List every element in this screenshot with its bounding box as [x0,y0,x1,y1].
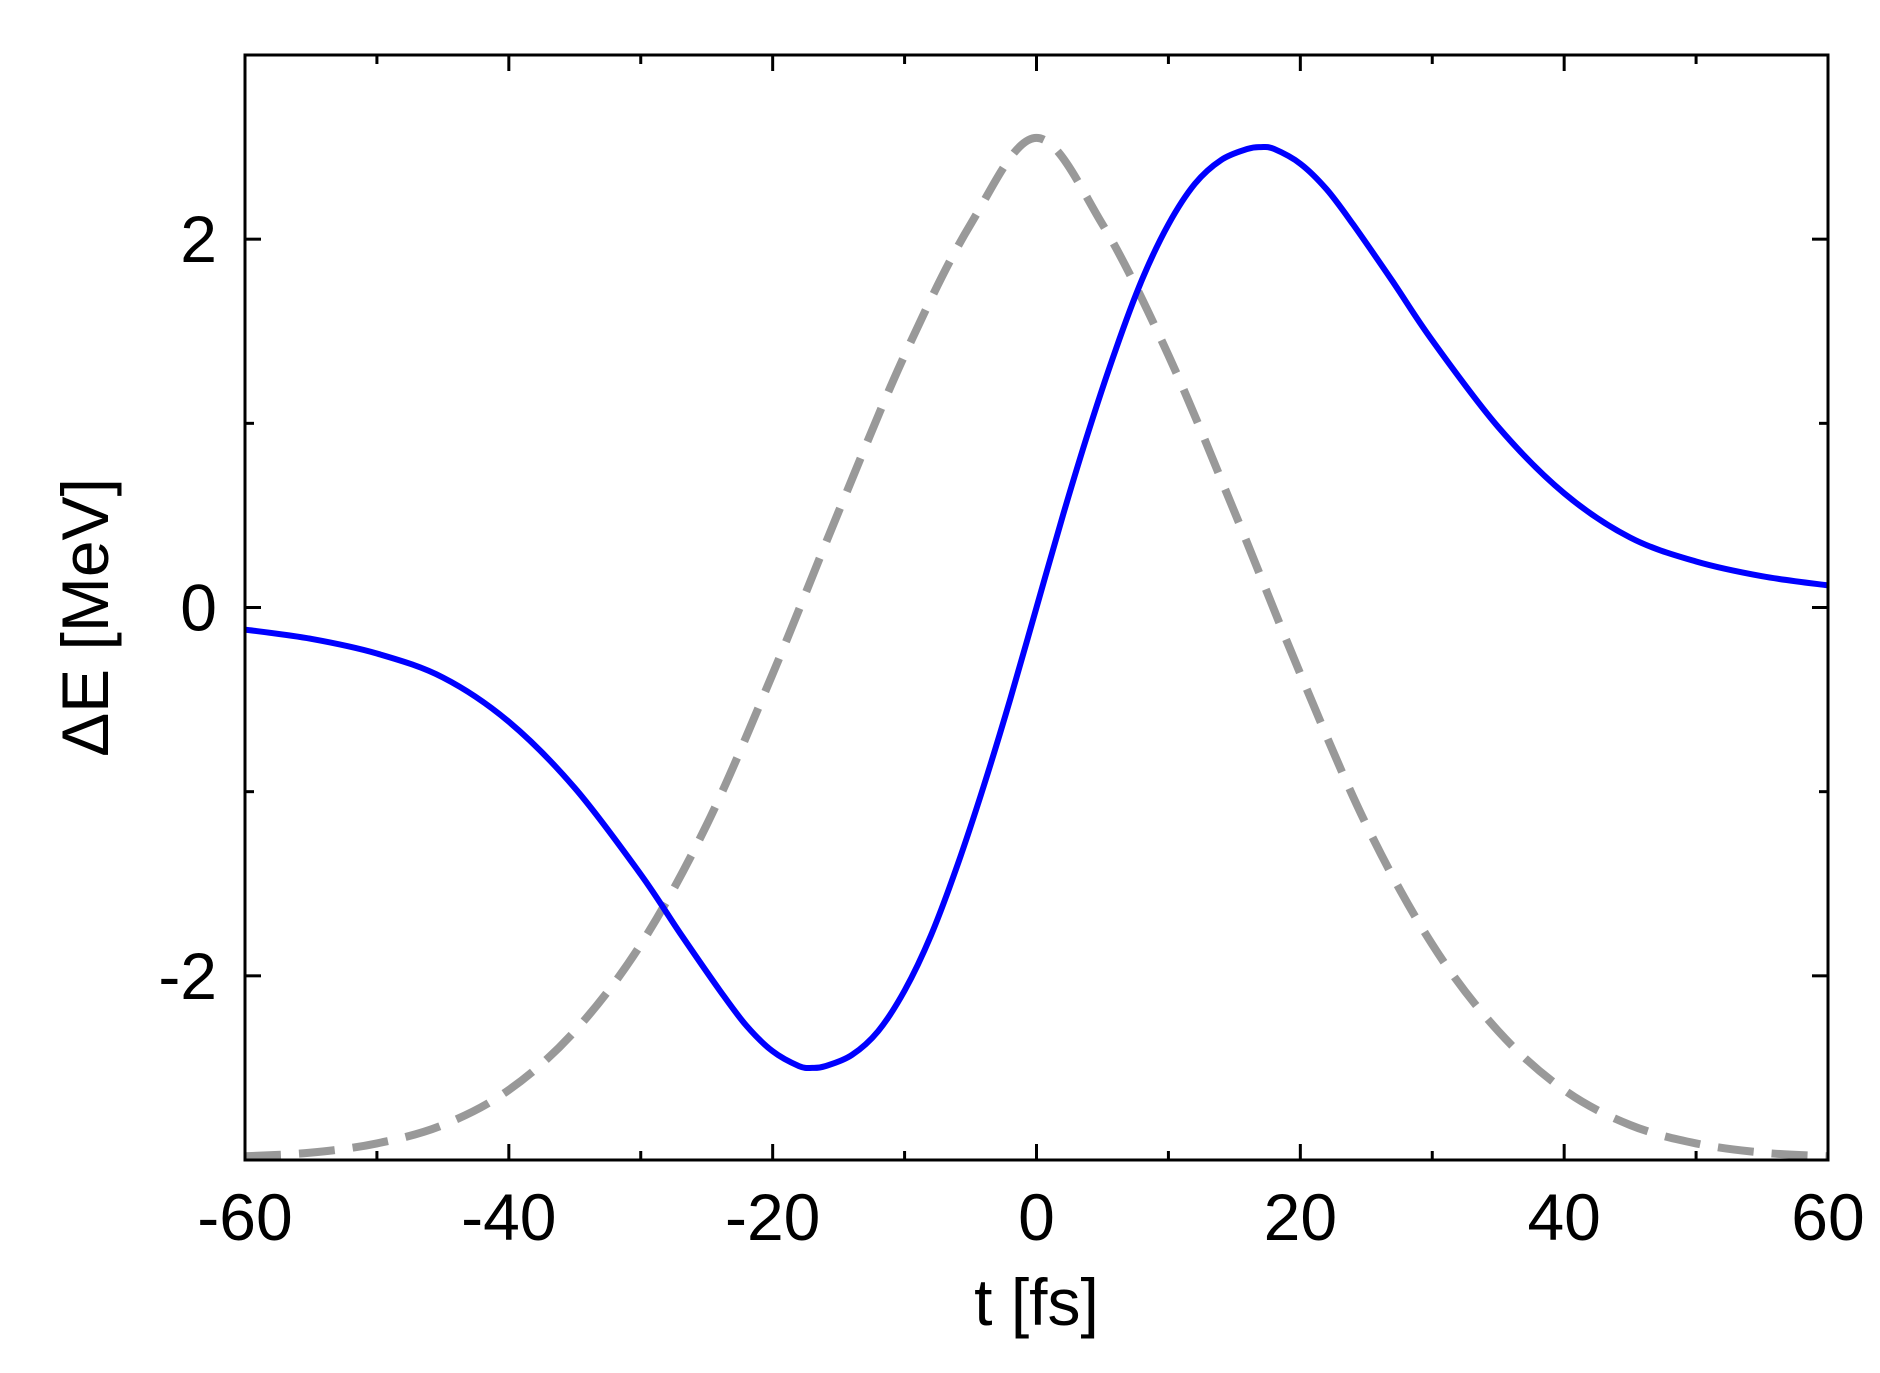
x-tick-label: 40 [1527,1180,1600,1254]
y-tick-label: 0 [180,571,217,645]
x-tick-labels: -60 -40 -20 0 20 40 60 [197,1180,1864,1254]
series-layer [245,133,1828,1160]
x-tick-label: -60 [197,1180,292,1254]
x-tick-label: 60 [1791,1180,1864,1254]
series-solid-line [245,143,1828,1072]
x-axis-title: t [fs] [974,1265,1099,1339]
x-tick-label: 20 [1264,1180,1337,1254]
series-dashed-line [245,133,1828,1160]
y-tick-labels: -2 0 2 [158,202,217,1013]
x-tick-label: -20 [725,1180,820,1254]
y-axis-title: ΔE [MeV] [48,478,122,757]
x-tick-label: -40 [461,1180,556,1254]
y-tick-label: 2 [180,202,217,276]
x-tick-label: 0 [1018,1180,1055,1254]
tick-layer [243,55,1830,1160]
y-tick-label: -2 [158,939,217,1013]
